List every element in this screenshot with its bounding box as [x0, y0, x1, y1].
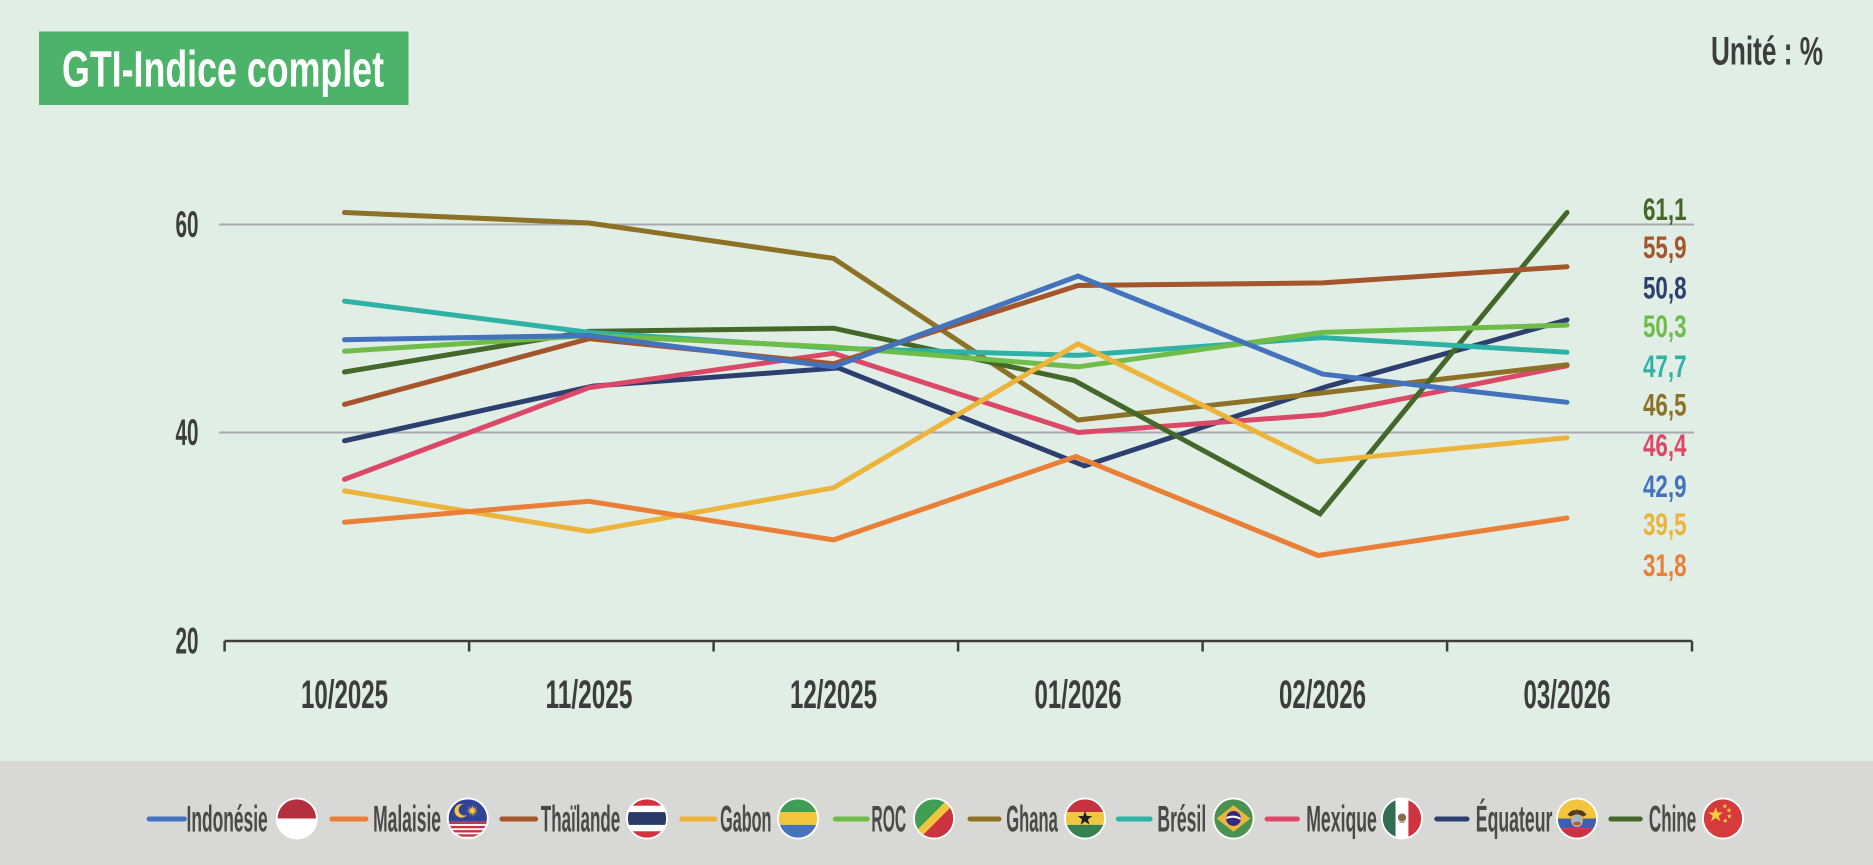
svg-text:Ghana: Ghana: [1006, 799, 1058, 840]
svg-text:Équateur: Équateur: [1476, 799, 1553, 840]
svg-text:60: 60: [176, 203, 199, 245]
svg-text:12/2025: 12/2025: [790, 673, 877, 717]
svg-text:50,3: 50,3: [1643, 308, 1687, 344]
svg-text:55,9: 55,9: [1643, 229, 1687, 265]
svg-text:Gabon: Gabon: [720, 799, 771, 840]
svg-text:42,9: 42,9: [1643, 468, 1687, 504]
svg-text:Brésil: Brésil: [1157, 799, 1206, 840]
svg-text:31,8: 31,8: [1643, 547, 1687, 583]
svg-text:46,5: 46,5: [1643, 387, 1687, 423]
svg-text:10/2025: 10/2025: [301, 673, 388, 717]
svg-text:47,7: 47,7: [1643, 348, 1687, 384]
svg-text:GTI-Indice complet: GTI-Indice complet: [62, 41, 384, 98]
svg-text:11/2025: 11/2025: [546, 673, 633, 717]
svg-text:Malaisie: Malaisie: [373, 799, 441, 840]
svg-text:01/2026: 01/2026: [1035, 673, 1122, 717]
svg-text:02/2026: 02/2026: [1279, 673, 1366, 717]
svg-text:50,8: 50,8: [1643, 270, 1687, 306]
svg-text:61,1: 61,1: [1643, 191, 1687, 227]
svg-text:Chine: Chine: [1649, 799, 1696, 840]
svg-text:Indonésie: Indonésie: [187, 799, 268, 840]
svg-text:ROC: ROC: [871, 799, 906, 840]
svg-text:40: 40: [176, 411, 199, 453]
svg-text:39,5: 39,5: [1643, 506, 1687, 542]
svg-text:Mexique: Mexique: [1306, 799, 1377, 840]
svg-text:Unité : %: Unité : %: [1711, 30, 1823, 74]
svg-text:03/2026: 03/2026: [1524, 673, 1611, 717]
svg-text:20: 20: [176, 620, 199, 662]
svg-text:46,4: 46,4: [1643, 427, 1687, 463]
svg-text:Thaïlande: Thaïlande: [541, 799, 620, 840]
